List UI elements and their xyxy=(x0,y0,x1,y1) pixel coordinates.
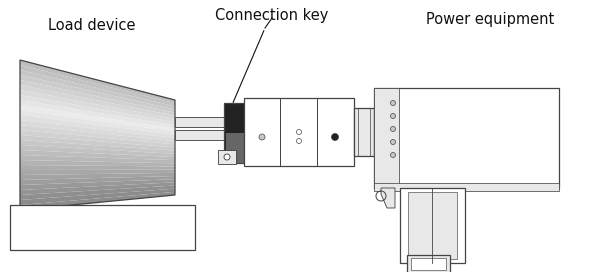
Polygon shape xyxy=(20,160,175,166)
Polygon shape xyxy=(20,150,175,160)
Bar xyxy=(354,108,374,156)
Polygon shape xyxy=(20,130,175,147)
Circle shape xyxy=(391,100,395,106)
Circle shape xyxy=(296,138,302,144)
Bar xyxy=(374,88,399,188)
Circle shape xyxy=(391,153,395,157)
Polygon shape xyxy=(20,80,175,116)
Text: Power equipment: Power equipment xyxy=(426,12,554,27)
Text: Load device: Load device xyxy=(48,18,136,33)
Polygon shape xyxy=(20,110,175,135)
Polygon shape xyxy=(20,115,175,138)
Polygon shape xyxy=(20,165,175,170)
Polygon shape xyxy=(20,70,175,110)
Bar xyxy=(407,255,450,272)
Bar xyxy=(374,183,559,191)
Bar xyxy=(224,103,246,163)
Polygon shape xyxy=(20,95,175,125)
Circle shape xyxy=(391,113,395,119)
Bar xyxy=(226,148,244,163)
Polygon shape xyxy=(20,173,175,180)
Polygon shape xyxy=(20,176,175,185)
Bar xyxy=(218,150,236,164)
Bar xyxy=(175,117,227,127)
Bar xyxy=(411,258,446,270)
Polygon shape xyxy=(20,120,175,141)
Bar xyxy=(408,192,457,259)
Polygon shape xyxy=(20,179,175,190)
Polygon shape xyxy=(20,100,175,128)
Bar xyxy=(244,98,354,166)
Polygon shape xyxy=(20,135,175,151)
Polygon shape xyxy=(20,140,175,154)
Polygon shape xyxy=(20,85,175,119)
Polygon shape xyxy=(20,65,175,106)
Polygon shape xyxy=(20,192,175,210)
Circle shape xyxy=(331,134,338,141)
Polygon shape xyxy=(20,105,175,132)
Bar xyxy=(175,130,227,140)
Polygon shape xyxy=(20,189,175,205)
Polygon shape xyxy=(20,145,175,157)
Bar xyxy=(10,205,195,250)
Circle shape xyxy=(391,126,395,131)
Polygon shape xyxy=(20,60,175,103)
Polygon shape xyxy=(20,170,175,175)
Polygon shape xyxy=(20,155,175,163)
Polygon shape xyxy=(20,186,175,200)
Polygon shape xyxy=(20,75,175,113)
Bar xyxy=(374,88,559,188)
Bar xyxy=(400,188,465,263)
Bar xyxy=(226,133,244,148)
Polygon shape xyxy=(20,182,175,195)
Polygon shape xyxy=(381,188,395,208)
Text: Connection key: Connection key xyxy=(215,8,329,23)
Circle shape xyxy=(296,129,302,134)
Circle shape xyxy=(391,140,395,144)
Polygon shape xyxy=(20,90,175,122)
Circle shape xyxy=(224,154,230,160)
Polygon shape xyxy=(20,125,175,144)
Circle shape xyxy=(259,134,265,140)
